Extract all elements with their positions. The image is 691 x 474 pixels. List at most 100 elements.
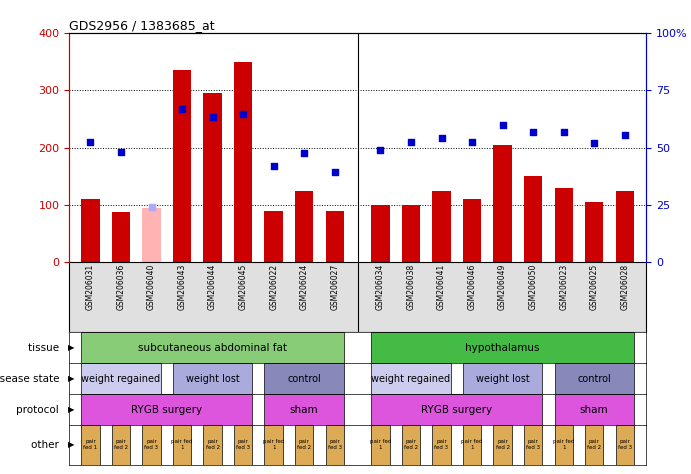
Text: pair
fed 3: pair fed 3 [618,439,632,450]
Text: pair
fed 2: pair fed 2 [114,439,128,450]
Point [207,113,218,121]
Point [146,203,157,210]
Text: pair fed
1: pair fed 1 [370,439,391,450]
Text: GSM206046: GSM206046 [468,264,477,310]
Text: tissue: tissue [28,343,66,353]
Text: GSM206050: GSM206050 [529,264,538,310]
Bar [554,425,573,465]
Text: GSM206043: GSM206043 [178,264,187,310]
Text: pair
fed 3: pair fed 3 [526,439,540,450]
Bar [554,394,634,425]
Text: RYGB surgery: RYGB surgery [131,404,202,414]
Point [375,146,386,154]
Bar [265,210,283,262]
Bar [173,363,252,394]
Point [329,168,340,175]
Bar [265,425,283,465]
Text: sham: sham [580,404,609,414]
Text: weight lost: weight lost [475,374,529,383]
Text: protocol: protocol [17,404,66,414]
Text: pair
fed 3: pair fed 3 [328,439,342,450]
Point [115,148,126,155]
Text: GSM206027: GSM206027 [330,264,339,310]
Bar [142,208,161,262]
Point [176,106,187,113]
Text: pair
fed 2: pair fed 2 [404,439,418,450]
Text: ▶: ▶ [68,374,74,383]
Bar [203,93,222,262]
Point [85,138,96,146]
Bar [554,363,634,394]
Text: pair
fed 2: pair fed 2 [205,439,220,450]
Text: pair fed
1: pair fed 1 [171,439,193,450]
Text: subcutaneous abdominal fat: subcutaneous abdominal fat [138,343,287,353]
Bar [524,425,542,465]
Bar [82,199,100,262]
Bar [616,191,634,262]
Bar [402,425,420,465]
Text: GSM206034: GSM206034 [376,264,385,310]
Text: GSM206025: GSM206025 [589,264,598,310]
Text: GSM206024: GSM206024 [300,264,309,310]
Text: GSM206022: GSM206022 [269,264,278,310]
Bar [493,145,512,262]
Text: pair
fed 1: pair fed 1 [84,439,97,450]
Text: GSM206036: GSM206036 [117,264,126,310]
Bar [463,363,542,394]
Point [436,134,447,142]
Text: ▶: ▶ [68,343,74,352]
Text: GSM206049: GSM206049 [498,264,507,310]
Bar [554,188,573,262]
Text: pair
fed 3: pair fed 3 [144,439,159,450]
Text: control: control [577,374,611,383]
Text: pair
fed 2: pair fed 2 [495,439,510,450]
Text: weight regained: weight regained [82,374,160,383]
Bar [585,202,603,262]
Text: pair
fed 2: pair fed 2 [587,439,601,450]
Point [238,110,249,118]
Bar [295,191,313,262]
Bar [463,425,481,465]
Bar [112,212,130,262]
Bar [203,425,222,465]
Bar [325,425,344,465]
Text: control: control [287,374,321,383]
Bar [82,425,100,465]
Bar [82,394,252,425]
Text: GSM206031: GSM206031 [86,264,95,310]
Bar [371,425,390,465]
Text: weight lost: weight lost [186,374,240,383]
Bar [82,363,161,394]
Text: sham: sham [290,404,319,414]
Point [466,138,477,146]
Text: GDS2956 / 1383685_at: GDS2956 / 1383685_at [69,19,215,32]
Bar [234,62,252,262]
Text: GSM206040: GSM206040 [147,264,156,310]
Bar [585,425,603,465]
Point [589,139,600,147]
Bar [433,425,451,465]
Bar [616,425,634,465]
Text: other: other [31,440,66,450]
Bar [82,332,344,363]
Bar [463,199,481,262]
Bar [402,205,420,262]
Bar [173,70,191,262]
Point [528,128,539,136]
Point [497,121,508,128]
Point [619,131,630,139]
Bar [234,425,252,465]
Text: disease state: disease state [0,374,66,383]
Bar [371,394,542,425]
Point [268,163,279,170]
Bar [371,363,451,394]
Bar [265,394,344,425]
Text: pair
fed 3: pair fed 3 [435,439,448,450]
Text: GSM206044: GSM206044 [208,264,217,310]
Text: GSM206041: GSM206041 [437,264,446,310]
Point [299,149,310,157]
Text: GSM206045: GSM206045 [238,264,247,310]
Bar [265,363,344,394]
Text: pair
fed 2: pair fed 2 [297,439,311,450]
Bar [371,205,390,262]
